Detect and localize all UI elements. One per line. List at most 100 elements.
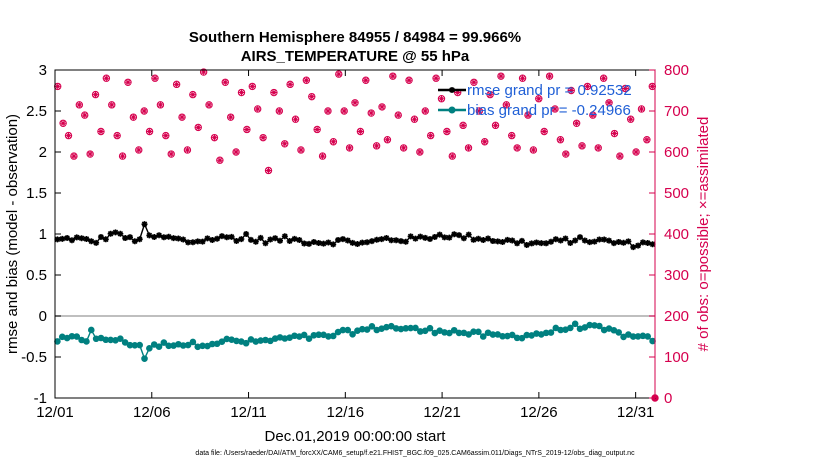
- obs-assimilated-marker: [281, 140, 288, 147]
- obs-possible-marker: [91, 90, 100, 99]
- rmse-point: [393, 237, 400, 244]
- rmse-point: [272, 235, 279, 242]
- rmse-point: [407, 233, 414, 240]
- rmse-point: [567, 239, 574, 246]
- y-right-tick-label: 700: [664, 103, 689, 120]
- rmse-point: [451, 231, 458, 238]
- bias-point: [160, 339, 168, 346]
- rmse-point: [277, 237, 283, 244]
- rmse-point: [557, 237, 564, 244]
- obs-assimilated-marker: [487, 91, 494, 98]
- y-left-tick-label: -1: [34, 390, 47, 407]
- obs-assimilated-marker: [389, 73, 396, 80]
- obs-possible-marker: [383, 136, 392, 144]
- obs-possible-marker: [286, 80, 294, 89]
- obs-assimilated-marker: [119, 153, 126, 160]
- obs-possible-marker: [643, 136, 651, 144]
- data-file-footer: data file: /Users/raeder/DAI/ATM_forcXX/…: [195, 450, 635, 457]
- obs-assimilated-marker: [141, 108, 148, 114]
- obs-assimilated-marker: [481, 138, 488, 145]
- obs-assimilated-marker: [124, 79, 131, 86]
- rmse-point: [441, 234, 448, 241]
- obs-assimilated-marker: [297, 146, 304, 153]
- rmse-point: [480, 236, 487, 243]
- obs-assimilated-marker: [87, 151, 94, 158]
- obs-possible-marker: [270, 88, 278, 97]
- obs-assimilated-marker: [373, 142, 380, 149]
- obs-assimilated-marker: [303, 77, 310, 84]
- obs-possible-marker: [145, 127, 154, 136]
- rmse-point: [610, 240, 617, 247]
- obs-assimilated-marker: [443, 128, 450, 135]
- rmse-point: [209, 236, 216, 243]
- obs-possible-marker: [594, 144, 602, 152]
- obs-possible-marker: [599, 74, 608, 82]
- obs-assimilated-marker: [168, 151, 175, 158]
- rmse-point: [601, 236, 608, 243]
- rmse-point: [412, 235, 419, 242]
- bias-point: [426, 324, 434, 332]
- obs-assimilated-marker: [492, 122, 499, 129]
- x-axis-title: Dec.01,2019 00:00:00 start: [265, 428, 447, 445]
- bias-point: [363, 326, 371, 333]
- obs-possible-marker: [275, 107, 284, 115]
- obs-assimilated-marker: [422, 108, 429, 114]
- obs-possible-marker: [259, 133, 267, 142]
- obs-possible-marker: [502, 101, 511, 109]
- obs-possible-marker: [291, 115, 300, 123]
- obs-assimilated-marker: [130, 114, 137, 121]
- obs-possible-marker: [610, 129, 619, 138]
- rmse-point: [572, 237, 579, 244]
- rmse-point: [301, 240, 308, 247]
- rmse-point: [509, 237, 516, 244]
- obs-assimilated-marker: [341, 108, 348, 114]
- rmse-point: [117, 230, 124, 237]
- bias-point: [368, 323, 376, 330]
- obs-possible-marker: [545, 72, 554, 80]
- y-right-axis-title: # of obs: o=possible; ×=assimilated: [695, 117, 712, 352]
- obs-assimilated-marker: [60, 120, 67, 127]
- obs-assimilated-marker: [465, 144, 472, 151]
- rmse-point: [291, 235, 298, 242]
- obs-assimilated-marker: [600, 75, 607, 82]
- obs-possible-marker: [572, 119, 581, 128]
- obs-assimilated-marker: [173, 81, 180, 88]
- rmse-point: [514, 240, 521, 247]
- obs-assimilated-marker: [265, 167, 272, 174]
- bias-point: [87, 326, 95, 334]
- obs-assimilated-marker: [189, 91, 196, 98]
- rmse-point: [543, 240, 550, 247]
- obs-possible-marker: [497, 72, 505, 80]
- rmse-point: [475, 235, 482, 242]
- rmse-point: [93, 239, 100, 246]
- y-right-tick-label: 300: [664, 267, 689, 284]
- y-left-tick-label: 0.5: [26, 267, 47, 284]
- obs-assimilated-marker: [114, 132, 121, 139]
- obs-possible-marker: [194, 123, 202, 132]
- rmse-point: [577, 234, 583, 241]
- obs-possible-marker: [405, 76, 413, 84]
- obs-assimilated-marker: [503, 101, 510, 108]
- obs-assimilated-marker: [157, 101, 164, 108]
- rmse-point: [286, 238, 293, 245]
- rmse-point: [296, 237, 303, 244]
- x-tick-label: 12/21: [423, 404, 461, 421]
- obs-possible-marker: [626, 115, 635, 123]
- obs-possible-marker: [432, 74, 440, 82]
- rmse-point: [97, 233, 104, 240]
- obs-assimilated-marker: [357, 128, 364, 135]
- rmse-point: [446, 234, 453, 241]
- bias-point: [446, 329, 453, 337]
- obs-assimilated-marker: [557, 136, 564, 143]
- obs-assimilated-marker: [81, 112, 88, 119]
- x-tick-label: 12/31: [617, 404, 655, 421]
- obs-assimilated-marker: [476, 108, 483, 114]
- rmse-point: [127, 234, 133, 241]
- obs-possible-marker: [135, 146, 143, 154]
- rmse-point: [160, 234, 167, 241]
- obs-assimilated-marker: [335, 71, 342, 78]
- obs-possible-marker: [524, 111, 532, 119]
- bias-point: [508, 331, 516, 339]
- rmse-point: [354, 241, 361, 248]
